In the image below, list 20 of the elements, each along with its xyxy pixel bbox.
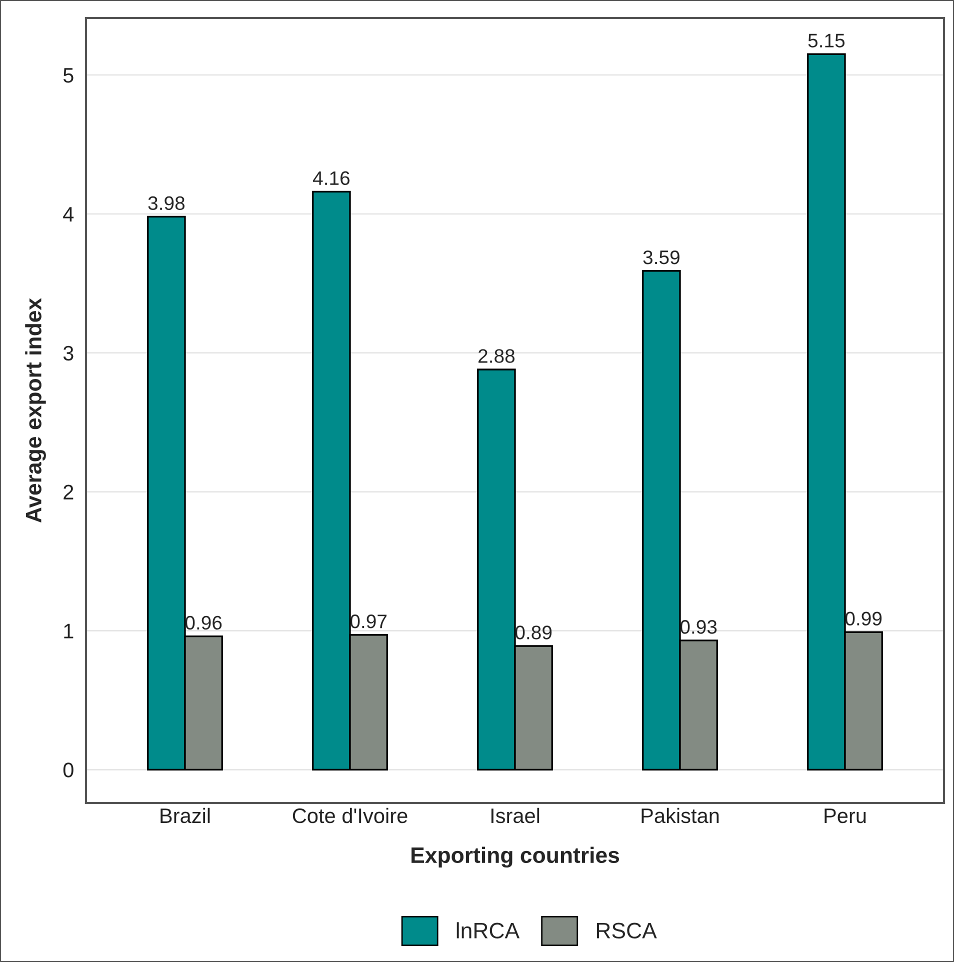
data-label: 3.98 bbox=[148, 196, 185, 210]
y-tick-label: 1 bbox=[64, 624, 74, 638]
y-tick-label: 4 bbox=[63, 207, 74, 222]
legend-label: RSCA bbox=[596, 922, 657, 938]
data-label: 2.88 bbox=[478, 349, 515, 363]
x-tick-label: Israel bbox=[491, 808, 540, 824]
x-tick-label: Peru bbox=[824, 808, 866, 824]
x-tick-label: Brazil bbox=[160, 808, 210, 824]
x-axis-title: Exporting countries bbox=[412, 846, 620, 868]
data-label: 4.16 bbox=[312, 171, 350, 186]
data-label: 3.59 bbox=[643, 250, 680, 264]
y-axis-title: Average export index bbox=[25, 298, 46, 523]
legend-label: lnRCA bbox=[456, 922, 520, 938]
y-tick-label: 0 bbox=[63, 762, 74, 778]
y-tick-label: 5 bbox=[63, 68, 74, 83]
x-tick-label: Pakistan bbox=[642, 808, 719, 824]
data-label: 5.15 bbox=[808, 34, 845, 48]
y-tick-label: 2 bbox=[64, 484, 74, 500]
y-tick-label: 3 bbox=[63, 346, 74, 361]
x-tick-label: Cote d'Ivoire bbox=[292, 808, 408, 824]
